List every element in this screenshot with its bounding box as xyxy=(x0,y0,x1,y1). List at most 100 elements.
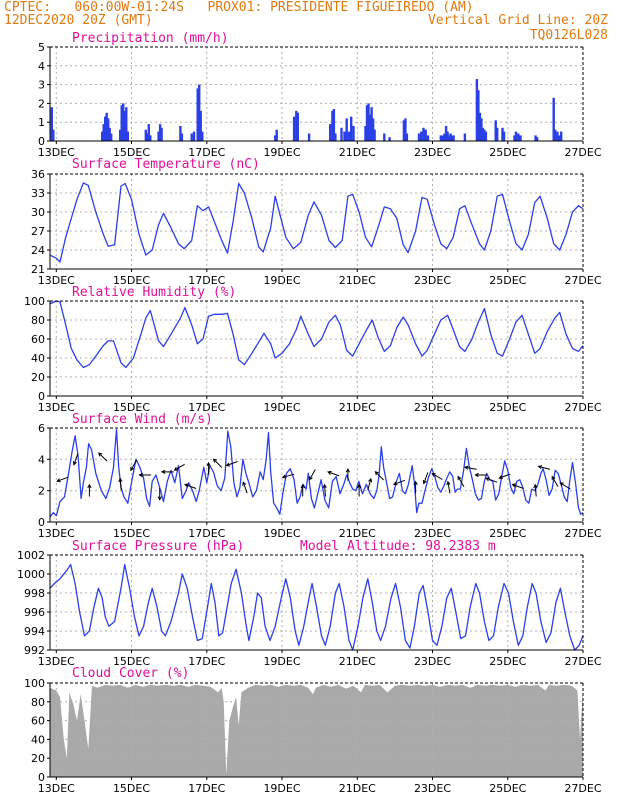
x-tick-label: 27DEC xyxy=(564,274,601,287)
x-tick-label: 15DEC xyxy=(113,274,150,287)
x-tick-label: 17DEC xyxy=(188,655,225,668)
panel-title: Relative Humidity (%) xyxy=(72,285,236,300)
x-tick-label: 19DEC xyxy=(263,274,300,287)
precip-bar xyxy=(371,118,375,141)
precip-bar xyxy=(146,133,149,141)
precip-bar xyxy=(501,127,504,141)
wind-arrow-head xyxy=(474,472,479,478)
x-tick-label: 19DEC xyxy=(263,527,300,540)
precip-bar xyxy=(180,133,184,141)
precip-bar xyxy=(420,131,423,141)
x-tick-label: 27DEC xyxy=(564,655,601,668)
x-tick-label: 19DEC xyxy=(263,655,300,668)
wind-arrow xyxy=(213,458,223,468)
x-tick-label: 23DEC xyxy=(414,401,451,414)
x-tick-label: 23DEC xyxy=(414,782,451,795)
y-tick-label: 4 xyxy=(38,453,45,466)
precip-bar xyxy=(449,133,452,141)
x-tick-label: 17DEC xyxy=(188,527,225,540)
precip-bar xyxy=(483,129,486,141)
x-tick-label: 21DEC xyxy=(339,274,376,287)
x-tick-label: 21DEC xyxy=(339,527,376,540)
precip-bar xyxy=(519,135,522,141)
y-tick-label: 30 xyxy=(31,206,45,219)
x-tick-label: 19DEC xyxy=(263,401,300,414)
precip-bar xyxy=(125,107,128,141)
y-tick-label: 80 xyxy=(31,314,45,327)
y-tick-label: 2 xyxy=(38,97,45,110)
y-tick-label: 1002 xyxy=(17,549,45,562)
precip-bar xyxy=(494,120,497,141)
precip-bar xyxy=(441,135,444,141)
precip-bar xyxy=(502,131,506,141)
wind-arrow xyxy=(447,481,451,494)
precip-bar xyxy=(446,131,449,141)
precip-bar xyxy=(481,127,485,141)
wind-arrow-head xyxy=(300,483,305,489)
precip-bar xyxy=(102,124,105,141)
wind-arrow xyxy=(431,473,443,480)
wind-arrow-head xyxy=(138,472,143,478)
precip-bar xyxy=(556,131,559,141)
header-line3-right: TQ0126L028 xyxy=(529,28,608,43)
wind-arrow xyxy=(57,476,69,482)
panel-title: Surface Wind (m/s) xyxy=(72,412,213,427)
precip-bar xyxy=(477,90,480,141)
x-tick-label: 23DEC xyxy=(414,146,451,159)
x-tick-label: 19DEC xyxy=(263,782,300,795)
precip-bar xyxy=(296,112,299,141)
humidity-line xyxy=(49,300,584,369)
precip-bar xyxy=(558,135,561,141)
panel-title: Surface Temperature (nC) xyxy=(72,157,260,172)
wind-arrow xyxy=(130,459,138,471)
precip-bar xyxy=(274,135,277,141)
precip-bar xyxy=(120,105,123,141)
wind-arrow xyxy=(551,476,559,487)
precip-bar xyxy=(422,127,425,141)
wind-arrow xyxy=(309,469,316,480)
y-tick-label: 100 xyxy=(24,295,45,308)
precip-bar xyxy=(119,129,122,141)
wind-arrow-head xyxy=(206,461,211,467)
y-tick-label: 992 xyxy=(24,644,45,657)
precip-bar xyxy=(347,131,351,141)
wind-arrow-head xyxy=(322,483,327,489)
wind-arrow-head xyxy=(56,478,61,483)
x-tick-label: 17DEC xyxy=(188,274,225,287)
wind-arrow-head xyxy=(242,481,247,486)
y-tick-label: 5 xyxy=(38,41,45,54)
x-tick-label: 13DEC xyxy=(38,401,75,414)
x-tick-label: 25DEC xyxy=(489,146,526,159)
precip-bar xyxy=(52,129,55,141)
header-line1: CPTEC: 060:00W-01:24S PROX01: PRESIDENTE… xyxy=(4,0,474,15)
precip-bar xyxy=(199,110,202,141)
precip-bar xyxy=(149,135,152,141)
wind-arrow xyxy=(512,484,524,489)
wind-speed-line xyxy=(49,428,584,518)
wind-arrow-head xyxy=(157,496,162,501)
y-tick-label: 1000 xyxy=(17,568,45,581)
precip-bar xyxy=(345,118,348,141)
y-tick-label: 33 xyxy=(31,187,45,200)
x-tick-label: 13DEC xyxy=(38,655,75,668)
header-line2-right: Vertical Grid Line: 20Z xyxy=(427,13,608,28)
y-tick-label: 80 xyxy=(31,696,45,709)
y-tick-label: 60 xyxy=(31,715,45,728)
x-tick-label: 27DEC xyxy=(564,146,601,159)
wind-arrow-head xyxy=(422,479,427,485)
wind-arrow-head xyxy=(485,477,490,482)
precip-bar xyxy=(383,133,386,141)
x-tick-label: 15DEC xyxy=(113,527,150,540)
wind-arrow xyxy=(457,476,465,487)
x-tick-label: 25DEC xyxy=(489,782,526,795)
y-tick-label: 36 xyxy=(31,168,45,181)
wind-arrow-head xyxy=(431,473,436,477)
precip-bar xyxy=(292,116,296,141)
x-tick-label: 27DEC xyxy=(564,782,601,795)
precip-bar xyxy=(365,105,369,141)
y-tick-label: 100 xyxy=(24,677,45,690)
x-tick-label: 21DEC xyxy=(339,146,376,159)
precip-bar xyxy=(452,135,455,141)
temperature-line xyxy=(49,182,584,263)
